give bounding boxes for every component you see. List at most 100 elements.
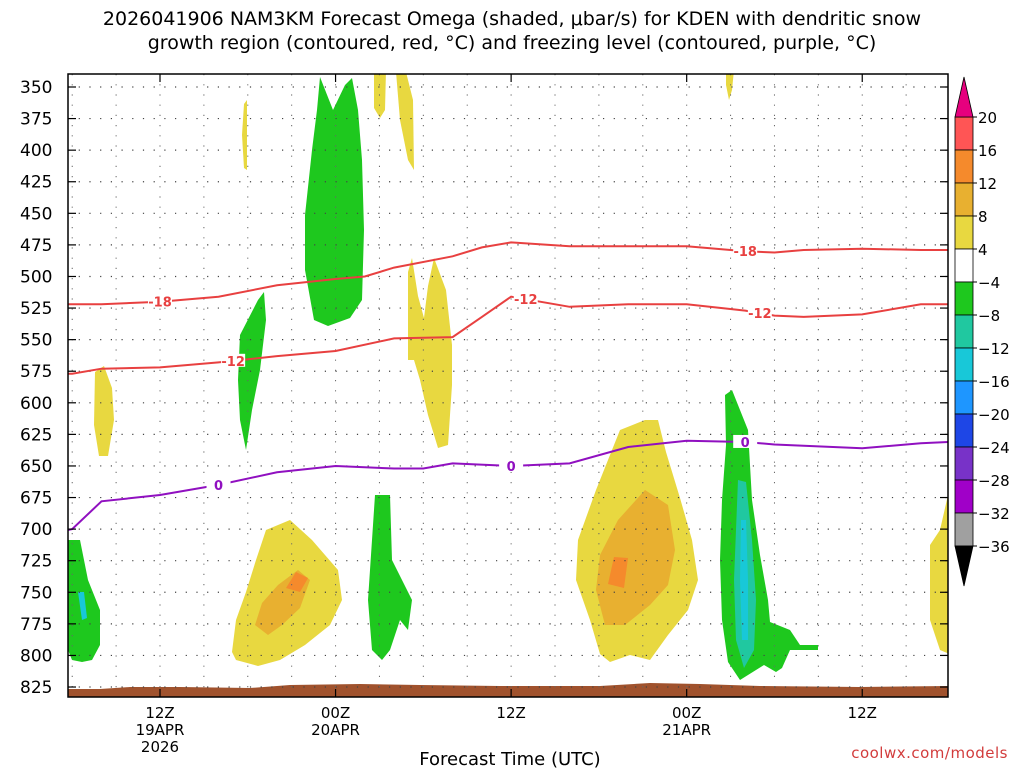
y-tick-label: 550 [20, 331, 52, 351]
x-tick-label: 12Z [848, 704, 877, 722]
colorbar-swatch [954, 281, 974, 316]
y-tick-label: 750 [20, 583, 52, 603]
contour-label-background [221, 353, 246, 367]
y-tick-label: 525 [20, 299, 52, 319]
y-tick-label: 425 [20, 173, 52, 193]
contour-label: -12 [221, 355, 245, 370]
contour-line [68, 241, 948, 306]
colorbar-label: −36 [978, 538, 1010, 556]
contour-label-background [499, 458, 524, 472]
green-blob [368, 495, 412, 660]
colorbar-label: −12 [978, 340, 1010, 358]
colorbar-swatch [954, 479, 974, 514]
y-tick-label: 825 [20, 678, 52, 698]
y-tick-label: 450 [20, 204, 52, 224]
cyan-blob [740, 520, 748, 640]
x-tick-label: 21APR [662, 721, 711, 739]
colorbar-swatch [954, 116, 974, 151]
contour-label-background [733, 244, 758, 258]
cyan-blob [78, 592, 87, 620]
y-tick-label: 700 [20, 520, 52, 540]
omega-shaded-field [68, 74, 948, 680]
y-tick-label: 800 [20, 646, 52, 666]
colorbar-swatch [954, 314, 974, 349]
contour-label: -18 [733, 245, 757, 260]
colorbar-legend: 20 16 12 8 4 −4 −8 −12 −16 −20 −24 −28 −32 −36 [954, 76, 1010, 587]
x-tick-label: 19APR [136, 721, 185, 739]
y-tick-label: 575 [20, 362, 52, 382]
y-tick-label: 725 [20, 552, 52, 572]
colorbar-label: −24 [978, 439, 1010, 457]
orange-blob [286, 572, 308, 592]
yellow-blob [94, 366, 114, 456]
contour-label: 0 [214, 479, 223, 494]
colorbar-label: −4 [978, 274, 1000, 292]
x-axis-label: Forecast Time (UTC) [419, 749, 600, 768]
yellow-blob [726, 74, 734, 100]
colorbar-label: −28 [978, 472, 1010, 490]
y-tick-label: 650 [20, 457, 52, 477]
colorbar-label: 12 [978, 175, 997, 193]
y-tick-label: 400 [20, 141, 52, 161]
y-tick-label: 375 [20, 110, 52, 130]
contour-line [68, 439, 948, 532]
colorbar-swatch [954, 380, 974, 415]
colorbar-bottom-arrow [954, 545, 974, 587]
terrain-band [68, 683, 948, 697]
colorbar-swatch [954, 182, 974, 217]
contour-label-background [513, 292, 538, 306]
colorbar-label: −16 [978, 373, 1010, 391]
contour-label: -12 [514, 293, 538, 308]
source-credit: coolwx.com/models [851, 744, 1008, 762]
colorbar-label: 20 [978, 109, 997, 127]
x-tick-label: 20APR [311, 721, 360, 739]
y-tick-label: 600 [20, 394, 52, 414]
colorbar-swatch [954, 248, 974, 283]
terrain-fill [68, 683, 948, 697]
contour-label: -12 [748, 307, 772, 322]
green-blob [720, 390, 818, 680]
yellow-blob [242, 100, 247, 170]
contour-label: -18 [148, 296, 172, 311]
y-axis: 350 375 400 425 450 475 500 525 550 575 600 625 650 6… [20, 78, 948, 698]
x-tick-label: 12Z [145, 704, 174, 722]
y-tick-label: 625 [20, 425, 52, 445]
orange-blob [608, 557, 628, 588]
colorbar-swatch [954, 413, 974, 448]
colorbar-label: 16 [978, 142, 997, 160]
contour-label: 0 [741, 436, 750, 451]
colorbar-swatch [954, 215, 974, 250]
colorbar-swatch [954, 347, 974, 382]
yellow-blob [930, 495, 948, 654]
colorbar-top-arrow [954, 76, 974, 118]
contour-label-background [747, 306, 772, 320]
yellow-blob [374, 74, 386, 118]
yellow-blob [396, 74, 414, 170]
yellow-blob [408, 258, 452, 448]
colorbar-label: 4 [978, 241, 988, 259]
green-blob [238, 292, 266, 450]
y-tick-label: 775 [20, 615, 52, 635]
colorbar-swatch [954, 512, 974, 547]
colorbar-label: 8 [978, 208, 988, 226]
contour-label-background [206, 477, 231, 491]
x-tick-label: 00Z [321, 704, 350, 722]
x-tick-label: 2026 [141, 738, 179, 756]
colorbar-swatch [954, 446, 974, 481]
green-blob [305, 77, 364, 326]
y-tick-label: 500 [20, 267, 52, 287]
x-tick-label: 12Z [496, 704, 525, 722]
chart-title-line-1: 2026041906 NAM3KM Forecast Omega (shaded… [102, 8, 922, 30]
contour-line [68, 295, 948, 375]
colorbar-label: −8 [978, 307, 1000, 325]
orange-blob [596, 490, 675, 625]
contour-lines: -18 -18 -12 -12 -12 0 0 0 [68, 241, 948, 532]
colorbar-label: −32 [978, 505, 1010, 523]
colorbar-swatch [954, 149, 974, 184]
contour-label: 0 [507, 460, 516, 475]
gridlines [68, 74, 948, 697]
chart-title-line-2: growth region (contoured, red, °C) and f… [147, 32, 877, 54]
x-tick-label: 00Z [672, 704, 701, 722]
